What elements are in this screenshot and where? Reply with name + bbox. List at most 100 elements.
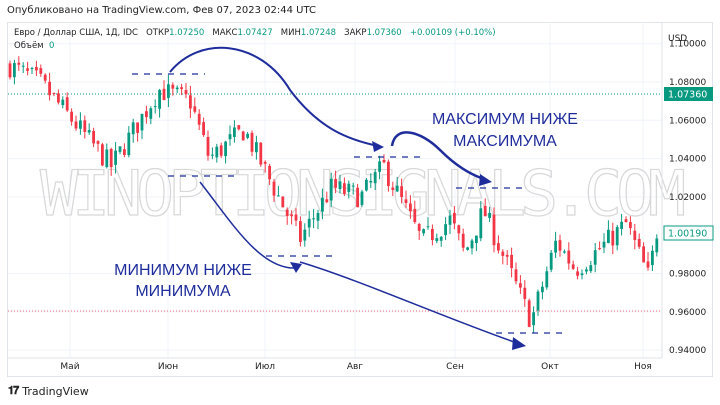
candle-body — [79, 120, 82, 129]
candle-body — [611, 230, 615, 246]
candle-body — [633, 230, 637, 240]
candle-body — [563, 251, 566, 253]
candle-body — [519, 283, 522, 288]
annotation-lower-high-1: МАКСИМУМ НИЖЕ — [432, 111, 578, 128]
candle-body — [576, 271, 579, 276]
candle-body — [211, 154, 214, 156]
candle-body — [404, 199, 408, 204]
candle-body — [448, 215, 452, 225]
candle-body — [585, 269, 588, 272]
candle-body — [26, 68, 29, 71]
candle-body — [206, 136, 210, 156]
published-caption: Опубликовано на TradingView.com, Фев 07,… — [7, 5, 317, 16]
candle-body — [123, 149, 126, 156]
volume-value: 0 — [49, 41, 55, 51]
candle-body — [294, 214, 298, 221]
candle-body — [457, 225, 461, 234]
candle-body — [114, 150, 117, 165]
candle-body — [479, 208, 483, 239]
candle-body — [360, 191, 364, 205]
candle-body — [373, 172, 377, 184]
candle-body — [259, 142, 263, 165]
candle-body — [307, 218, 311, 228]
candle-body — [329, 178, 333, 201]
candle-body — [48, 81, 51, 96]
annotation-lower-low-2: МИНИМУМА — [135, 283, 231, 300]
candle-body — [316, 213, 320, 221]
x-tick-label: Окт — [541, 362, 559, 372]
candle-body — [615, 227, 619, 246]
candle-body — [219, 145, 223, 156]
candle-body — [536, 291, 540, 311]
high-label: МАКС — [212, 28, 238, 38]
x-tick-label: Ноя — [634, 362, 652, 372]
annotation-lower-high-2: МАКСИМУМА — [453, 133, 557, 150]
candle-body — [334, 179, 337, 188]
candle-body — [189, 95, 192, 109]
candle-body — [61, 99, 65, 106]
current-price-value: 1.00190 — [668, 229, 707, 240]
high-value: 1.07427 — [237, 28, 273, 38]
candle-body — [109, 148, 113, 168]
candle-body — [488, 212, 491, 218]
candle-body — [127, 132, 131, 156]
tradingview-footer: 𝟏𝟕 TradingView — [8, 384, 89, 398]
candle-body — [35, 66, 38, 71]
candle-body — [43, 74, 47, 81]
x-tick-label: Июл — [255, 362, 275, 372]
candle-body — [417, 224, 421, 231]
arrow-low-1 — [199, 181, 297, 269]
candle-body — [268, 165, 271, 180]
y-tick-label: 1.10000 — [669, 40, 706, 50]
change-value: +0.00109 (+0.10%) — [409, 28, 496, 38]
candle-body — [13, 62, 16, 78]
currency-label: USD — [668, 34, 687, 44]
candle-body — [281, 196, 285, 208]
candle-body — [435, 238, 439, 242]
candle-body — [387, 161, 390, 187]
annotations — [132, 46, 568, 350]
candle-body — [356, 187, 359, 208]
candle-body — [70, 111, 73, 122]
candle-body — [431, 228, 434, 241]
candle-body — [475, 235, 478, 244]
candle-body — [598, 248, 601, 250]
candle-body — [224, 141, 227, 157]
watermark: WINOPTIONSIGNALS.COM — [40, 157, 684, 230]
symbol-name[interactable]: Евро / Доллар США, 1Д, IDC — [14, 28, 138, 38]
candle-body — [325, 199, 329, 203]
candle-body — [184, 90, 188, 95]
candle-body — [246, 133, 249, 138]
x-tick-label: Май — [60, 362, 79, 372]
candle-body — [395, 185, 399, 192]
last-price-value: 1.07360 — [668, 90, 707, 101]
candle-body — [30, 68, 34, 70]
candle-body — [167, 84, 170, 98]
candle-body — [492, 214, 496, 246]
candle-body — [637, 238, 641, 247]
candle-body — [140, 113, 144, 131]
current-price-badge — [663, 225, 714, 241]
y-tick-label: 1.04000 — [669, 155, 706, 165]
candle-body — [57, 93, 60, 103]
candle-body — [549, 252, 553, 270]
y-tick-label: 0.94000 — [669, 346, 706, 356]
candle-body — [149, 108, 153, 119]
candle-body — [378, 161, 381, 172]
candle-body — [338, 181, 342, 190]
candle-body — [483, 205, 487, 217]
arrow-high-1 — [169, 46, 379, 147]
open-label: ОТКР — [146, 28, 170, 38]
candle-body — [290, 214, 293, 217]
candle-body — [651, 250, 654, 266]
candle-body — [541, 286, 544, 293]
candle-body — [272, 181, 276, 196]
candle-body — [466, 247, 469, 250]
volume-legend: Объём 0 — [14, 41, 54, 51]
candle-body — [589, 265, 593, 272]
close-label: ЗАКР — [344, 28, 367, 38]
candle-body — [444, 224, 447, 236]
brand-name: TradingView — [22, 384, 89, 398]
candle-body — [202, 122, 205, 136]
